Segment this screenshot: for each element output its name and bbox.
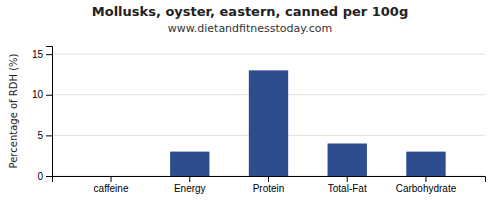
y-axis: 0 5 10 15: [32, 47, 53, 182]
x-axis-line: [53, 177, 486, 183]
y-tick-mark: [46, 54, 52, 55]
y-tick: 0: [37, 171, 52, 182]
y-tick: 15: [32, 49, 52, 60]
x-tick-mark: [111, 176, 112, 182]
y-tick-label: 0: [37, 171, 43, 182]
y-tick-mark: [46, 135, 52, 136]
plot: caffeine Energy Protein Total-Fat Carbohydra…: [32, 47, 486, 195]
x-tick-mark: [189, 176, 190, 182]
bar: [91, 176, 130, 177]
y-tick-label: 15: [32, 49, 44, 60]
x-tick-mark: [347, 176, 348, 182]
x-tick-label: Total-Fat: [328, 183, 367, 194]
x-tick: Energy: [174, 176, 206, 194]
y-tick-label: 10: [32, 89, 44, 100]
x-tick-mark: [425, 176, 426, 182]
x-tick: Protein: [253, 176, 285, 194]
x-tick: Carbohydrate: [396, 176, 457, 194]
bar: [249, 70, 288, 176]
x-tick-label: Carbohydrate: [396, 183, 457, 194]
grid: [52, 54, 485, 176]
title: Mollusks, oyster, eastern, canned per 10…: [92, 4, 408, 19]
x-tick-label: Energy: [174, 183, 206, 194]
x-axis: caffeine Energy Protein Total-Fat Carbohydra…: [53, 176, 486, 194]
bar: [170, 152, 209, 176]
y-tick-mark: [46, 176, 52, 177]
subtitle: www.dietandfitnesstoday.com: [168, 22, 332, 35]
bar: [328, 144, 367, 177]
x-tick: Total-Fat: [328, 176, 367, 194]
y-tick: 10: [32, 89, 52, 100]
y-tick: 5: [37, 130, 52, 141]
x-tick-label: caffeine: [94, 183, 129, 194]
x-tick: caffeine: [94, 176, 129, 194]
bar: [406, 152, 445, 176]
y-tick-label: 5: [37, 130, 43, 141]
x-tick-mark: [268, 176, 269, 182]
bars: [170, 70, 446, 176]
y-tick-mark: [46, 95, 52, 96]
x-tick-label: Protein: [253, 183, 285, 194]
grid-line: [52, 54, 485, 55]
chart: Mollusks, oyster, eastern, canned per 10…: [0, 0, 500, 200]
y-axis-line: [46, 47, 53, 177]
y-axis-title: Percentage of RDH (%): [8, 53, 19, 168]
